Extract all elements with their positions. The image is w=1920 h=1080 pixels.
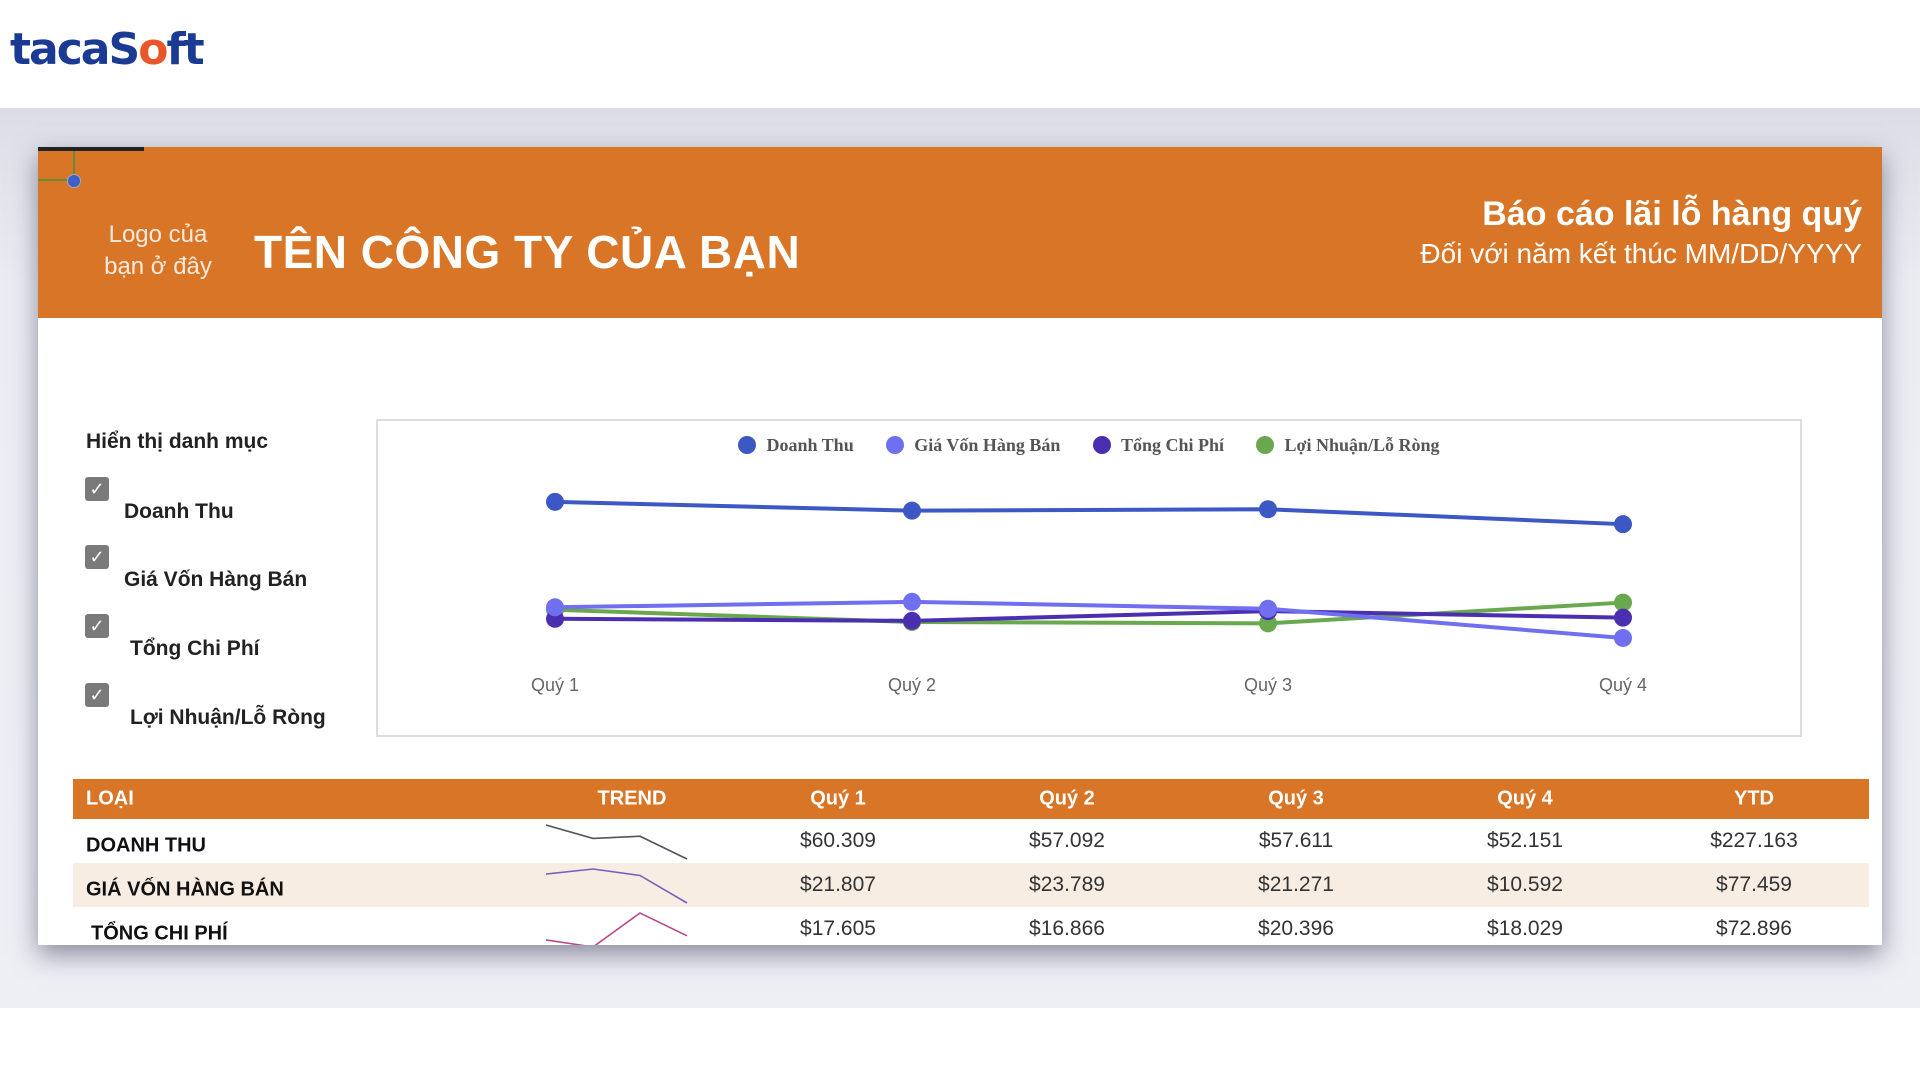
data-point[interactable] bbox=[1259, 500, 1277, 519]
checkbox-label: Doanh Thu bbox=[124, 500, 234, 523]
col-header-q3: Quý 3 bbox=[1268, 787, 1324, 810]
data-point[interactable] bbox=[1614, 593, 1632, 612]
legend-item[interactable]: Giá Vốn Hàng Bán bbox=[886, 435, 1060, 456]
data-point[interactable] bbox=[903, 501, 921, 520]
x-tick-label: Quý 3 bbox=[1244, 675, 1292, 695]
cell-q3: $57.611 bbox=[1258, 829, 1334, 852]
legend-item[interactable]: Lợi Nhuận/Lỗ Ròng bbox=[1256, 435, 1440, 456]
data-point[interactable] bbox=[903, 592, 921, 611]
trend-sparkline bbox=[546, 824, 688, 860]
company-name: TÊN CÔNG TY CỦA BẠN bbox=[254, 226, 801, 278]
table-row: GIÁ VỐN HÀNG BÁN $21.807 $23.789 $21.271 $10… bbox=[73, 863, 1869, 907]
cell-q2: $16.866 bbox=[1029, 917, 1105, 940]
cell-ytd: $227.163 bbox=[1710, 829, 1798, 852]
checkbox-gia-von[interactable]: ✓ bbox=[85, 545, 109, 569]
data-point[interactable] bbox=[1614, 515, 1632, 534]
report-header: Logo của bạn ở đây TÊN CÔNG TY CỦA BẠN B… bbox=[38, 147, 1882, 318]
cell-q4: $52.151 bbox=[1487, 829, 1563, 852]
col-header-q1: Quý 1 bbox=[810, 787, 866, 810]
drag-handle[interactable] bbox=[67, 174, 81, 188]
col-header-q2: Quý 2 bbox=[1039, 787, 1095, 810]
checkbox-loi-nhuan[interactable]: ✓ bbox=[85, 683, 109, 707]
legend-dot-icon bbox=[886, 436, 905, 454]
row-label: GIÁ VỐN HÀNG BÁN bbox=[86, 878, 284, 901]
report-title-block: Báo cáo lãi lỗ hàng quý Đối với năm kết … bbox=[1420, 195, 1862, 270]
series-line-2 bbox=[554, 609, 1624, 623]
x-tick-label: Quý 1 bbox=[531, 675, 579, 695]
legend-dot-icon bbox=[1256, 436, 1275, 454]
selection-bar bbox=[38, 147, 144, 151]
cell-q1: $60.309 bbox=[800, 829, 876, 852]
cell-ytd: $77.459 bbox=[1716, 873, 1792, 896]
col-header-trend: TREND bbox=[597, 787, 667, 810]
tacasoft-logo: tacaSoft bbox=[10, 24, 205, 75]
trend-sparkline bbox=[546, 868, 688, 904]
logo-placeholder: Logo của bạn ở đây bbox=[104, 221, 212, 280]
chart-plot: Quý 1 Quý 2 Quý 3 Quý 4 bbox=[531, 492, 1647, 695]
row-label: DOANH THU bbox=[86, 834, 206, 857]
pl-table: LOẠI TREND Quý 1 Quý 2 Quý 3 Quý 4 YTD D… bbox=[73, 779, 1869, 945]
report-title: Báo cáo lãi lỗ hàng quý bbox=[1482, 195, 1862, 233]
x-tick-label: Quý 4 bbox=[1599, 675, 1647, 695]
data-point[interactable] bbox=[1614, 608, 1632, 627]
filter-panel-title: Hiển thị danh mục bbox=[86, 430, 269, 453]
checkbox-tong-chi-phi[interactable]: ✓ bbox=[85, 614, 109, 638]
data-point[interactable] bbox=[1614, 628, 1632, 647]
connector-line bbox=[73, 151, 75, 181]
checkbox-label: Giá Vốn Hàng Bán bbox=[124, 568, 308, 591]
x-tick-label: Quý 2 bbox=[888, 675, 936, 695]
report-card: Logo của bạn ở đây TÊN CÔNG TY CỦA BẠN B… bbox=[38, 147, 1882, 945]
table-header: LOẠI TREND Quý 1 Quý 2 Quý 3 Quý 4 YTD bbox=[73, 779, 1869, 819]
checkbox-label: Lợi Nhuận/Lỗ Ròng bbox=[130, 706, 326, 729]
data-point[interactable] bbox=[903, 611, 921, 630]
data-point[interactable] bbox=[546, 598, 564, 617]
checkbox-doanh-thu[interactable]: ✓ bbox=[85, 477, 109, 501]
data-point[interactable] bbox=[546, 492, 564, 511]
data-point[interactable] bbox=[1259, 599, 1277, 618]
table-row: TỔNG CHI PHÍ $17.605 $16.866 $20.396 $18.029… bbox=[73, 907, 1869, 945]
legend-item[interactable]: Doanh Thu bbox=[738, 435, 854, 456]
series-line-0 bbox=[554, 499, 1624, 527]
legend-dot-icon bbox=[738, 436, 757, 454]
cell-q1: $17.605 bbox=[800, 917, 876, 940]
trend-sparkline bbox=[546, 912, 688, 945]
cell-q3: $21.271 bbox=[1258, 873, 1334, 896]
checkbox-label: Tổng Chi Phí bbox=[130, 637, 260, 660]
report-subtitle: Đối với năm kết thúc MM/DD/YYYY bbox=[1420, 238, 1862, 269]
col-header-ytd: YTD bbox=[1734, 787, 1774, 810]
row-label: TỔNG CHI PHÍ bbox=[91, 922, 228, 945]
cell-q4: $18.029 bbox=[1487, 917, 1563, 940]
chart-legend: Doanh Thu Giá Vốn Hàng Bán Tổng Chi Phí … bbox=[378, 435, 1800, 456]
cell-q3: $20.396 bbox=[1258, 917, 1334, 940]
col-header-q4: Quý 4 bbox=[1497, 787, 1553, 810]
cell-q1: $21.807 bbox=[800, 873, 876, 896]
connector-line bbox=[38, 179, 73, 181]
legend-item[interactable]: Tổng Chi Phí bbox=[1092, 435, 1224, 456]
cell-q4: $10.592 bbox=[1487, 873, 1563, 896]
cell-q2: $23.789 bbox=[1029, 873, 1105, 896]
legend-dot-icon bbox=[1092, 436, 1111, 454]
series-line-1 bbox=[554, 599, 1624, 640]
table-row: DOANH THU $60.309 $57.092 $57.611 $52.151 $22… bbox=[73, 819, 1869, 863]
cell-q2: $57.092 bbox=[1029, 829, 1105, 852]
col-header-loai: LOẠI bbox=[86, 787, 134, 810]
cell-ytd: $72.896 bbox=[1716, 917, 1792, 940]
line-chart: Doanh Thu Giá Vốn Hàng Bán Tổng Chi Phí … bbox=[376, 419, 1802, 737]
